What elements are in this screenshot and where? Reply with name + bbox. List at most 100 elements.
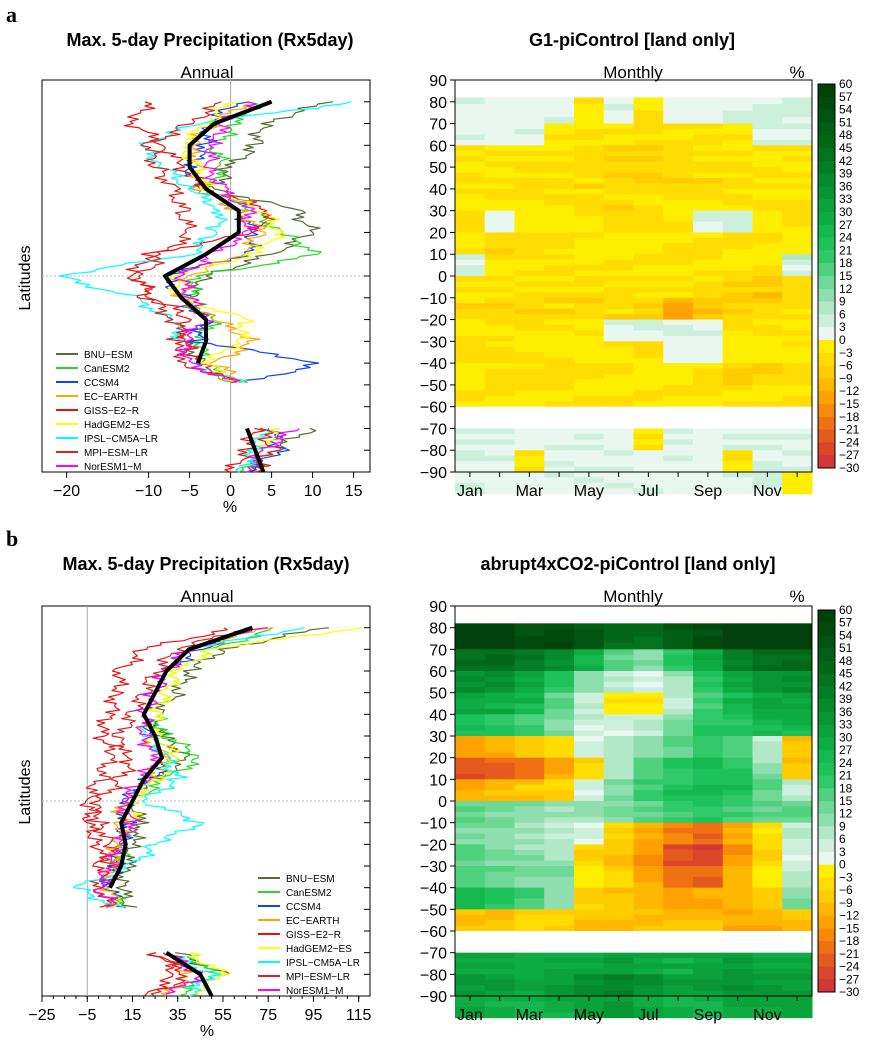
heatmap-cell — [782, 817, 813, 824]
heatmap-cell — [693, 952, 724, 959]
heatmap-cell — [574, 319, 605, 326]
heatmap-cell — [633, 248, 664, 255]
heatmap-cell — [455, 395, 486, 402]
heatmap-cell — [782, 1001, 813, 1008]
heatmap-cell — [455, 849, 486, 856]
heatmap-cell — [514, 417, 545, 424]
heatmap-cell — [693, 681, 724, 688]
heatmap-cell — [574, 790, 605, 797]
heatmap-cell — [752, 903, 783, 910]
heatmap-cell — [603, 461, 634, 468]
heatmap-cell — [484, 681, 515, 688]
heatmap-cell — [514, 221, 545, 228]
heatmap-cell — [574, 254, 605, 261]
heatmap-cell — [484, 985, 515, 992]
heatmap-cell — [693, 139, 724, 146]
heatmap-cell — [603, 303, 634, 310]
heatmap-cell — [663, 428, 694, 435]
heatmap-cell — [484, 936, 515, 943]
heatmap-cell — [544, 773, 575, 780]
heatmap-cell — [574, 860, 605, 867]
heatmap-cell — [455, 482, 486, 489]
heatmap-cell — [693, 752, 724, 759]
heatmap-cell — [782, 665, 813, 672]
heatmap-cell — [633, 145, 664, 152]
heatmap-cell — [663, 161, 694, 168]
heatmap-cell — [603, 779, 634, 786]
heatmap-cell — [574, 866, 605, 872]
heatmap-cell — [455, 129, 486, 135]
heatmap-cell — [514, 719, 545, 726]
colorbar-tick-label: 12 — [839, 807, 853, 821]
heatmap-cell — [633, 725, 664, 732]
heatmap-cell — [782, 860, 813, 867]
heatmap-cell — [782, 412, 813, 419]
heatmap-cell — [484, 876, 515, 883]
heatmap-cell — [633, 898, 664, 905]
heatmap-cell — [722, 134, 753, 141]
heatmap-cell — [544, 909, 575, 916]
colorbar-tick-label: 57 — [839, 90, 853, 104]
heatmap-cell — [693, 623, 724, 631]
heatmap-cell — [752, 368, 783, 375]
heatmap-cell — [603, 134, 634, 141]
heatmap-cell — [782, 687, 813, 694]
heatmap-cell — [574, 871, 605, 878]
heatmap-cell — [514, 752, 545, 759]
heatmap-cell — [514, 428, 545, 435]
heatmap-cell — [574, 730, 605, 737]
colorbar-tick-label: 48 — [839, 128, 853, 142]
heatmap-cell — [544, 887, 575, 894]
heatmap-cell — [574, 714, 605, 721]
heatmap-cell — [603, 1006, 634, 1013]
heatmap-cell — [633, 963, 664, 970]
heatmap-cell — [693, 444, 724, 451]
heatmap-cell — [693, 379, 724, 386]
heatmap-cell — [722, 649, 753, 656]
heatmap-cell — [722, 270, 753, 277]
heatmap-cell — [752, 423, 783, 429]
heatmap-cell — [544, 963, 575, 970]
heatmap-cell — [693, 237, 724, 244]
heatmap-cell — [633, 150, 664, 157]
heatmap-cell — [752, 968, 783, 975]
heatmap-cell — [574, 221, 605, 228]
heatmap-cell — [782, 374, 813, 380]
heatmap-cell — [514, 450, 545, 457]
heatmap-cell — [455, 292, 486, 299]
heatmap-cell — [514, 129, 545, 135]
heatmap-cell — [603, 482, 634, 489]
heatmap-cell — [752, 346, 783, 353]
heatmap-cell — [514, 314, 545, 321]
heatmap-cell — [514, 708, 545, 715]
heatmap-cell — [574, 210, 605, 217]
series-line-mpi-esm-lr — [79, 627, 247, 997]
heatmap-cell — [782, 129, 813, 135]
y-tick-label: −40 — [420, 881, 447, 898]
heatmap-cell — [722, 199, 753, 206]
heatmap-cell — [574, 117, 605, 125]
heatmap-cell — [455, 477, 486, 484]
heatmap-cell — [574, 898, 605, 905]
colorbar-tick-label: 0 — [839, 858, 846, 872]
heatmap-cell — [693, 428, 724, 435]
heatmap-cell — [603, 806, 634, 813]
heatmap-cell — [603, 887, 634, 894]
heatmap-cell — [574, 795, 605, 802]
heatmap-cell — [574, 439, 605, 446]
heatmap-cell — [484, 833, 515, 840]
heatmap-cell — [633, 741, 664, 748]
colorbar-tick-label: −18 — [839, 934, 860, 948]
heatmap-cell — [544, 855, 575, 862]
heatmap-cell — [782, 833, 813, 840]
heatmap-cell — [544, 286, 575, 293]
heatmap-cell — [574, 145, 605, 152]
heatmap-cell — [663, 876, 694, 883]
heatmap-cell — [693, 990, 724, 997]
heatmap-cell — [663, 947, 694, 954]
heatmap-cell — [603, 248, 634, 255]
heatmap-cell — [544, 341, 575, 348]
heatmap-cell — [455, 401, 486, 408]
heatmap-cell — [514, 958, 545, 964]
heatmap-cell — [603, 790, 634, 797]
